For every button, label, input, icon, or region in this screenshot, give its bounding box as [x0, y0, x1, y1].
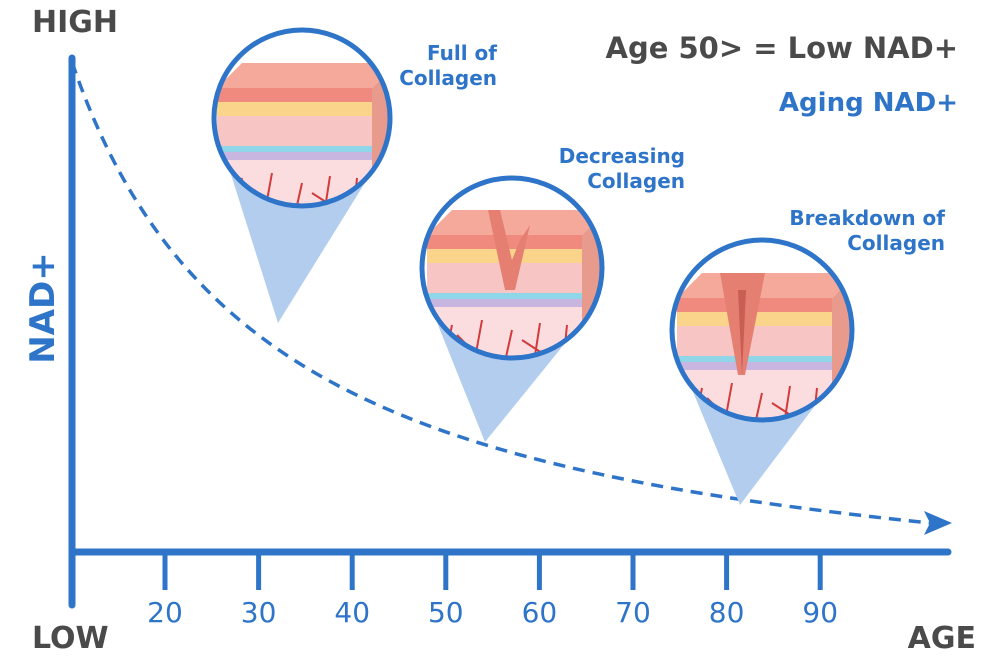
- x-tick-label: 80: [709, 596, 745, 629]
- skin-illustration: [674, 242, 850, 418]
- callout-labels: Full ofCollagenDecreasingCollagenBreakdo…: [399, 41, 945, 255]
- callout-label: Collagen: [847, 231, 945, 255]
- subtitle: Aging NAD+: [779, 88, 958, 118]
- x-tick-label: 40: [334, 596, 370, 629]
- title: Age 50> = Low NAD+: [606, 31, 959, 65]
- x-tick-label: 70: [615, 596, 651, 629]
- callout-cone: [228, 165, 376, 323]
- callout-label: Full of: [427, 41, 497, 65]
- callout-circle: [211, 27, 393, 209]
- x-axis-label: AGE: [908, 621, 976, 656]
- x-tick-label: 90: [802, 596, 838, 629]
- skin-illustration: [424, 180, 600, 356]
- x-tick-label: 50: [428, 596, 464, 629]
- callout-label: Collagen: [587, 169, 685, 193]
- callout-label: Breakdown of: [789, 206, 945, 230]
- callout-circle: [419, 175, 605, 361]
- skin-illustration: [216, 32, 388, 204]
- callout-label: Decreasing: [559, 144, 685, 168]
- curve-arrow: [924, 511, 952, 535]
- x-tick-label: 60: [522, 596, 558, 629]
- x-tick-label: 30: [241, 596, 277, 629]
- callout-circle: [669, 237, 855, 423]
- x-ticks: 20 30 40 50 60 70 80 90: [147, 552, 838, 629]
- x-tick-label: 20: [147, 596, 183, 629]
- high-label: HIGH: [32, 5, 118, 40]
- callout-label: Collagen: [399, 66, 497, 90]
- y-axis-label: NAD+: [23, 252, 63, 363]
- low-label: LOW: [32, 621, 109, 656]
- nad-curve: [70, 61, 931, 525]
